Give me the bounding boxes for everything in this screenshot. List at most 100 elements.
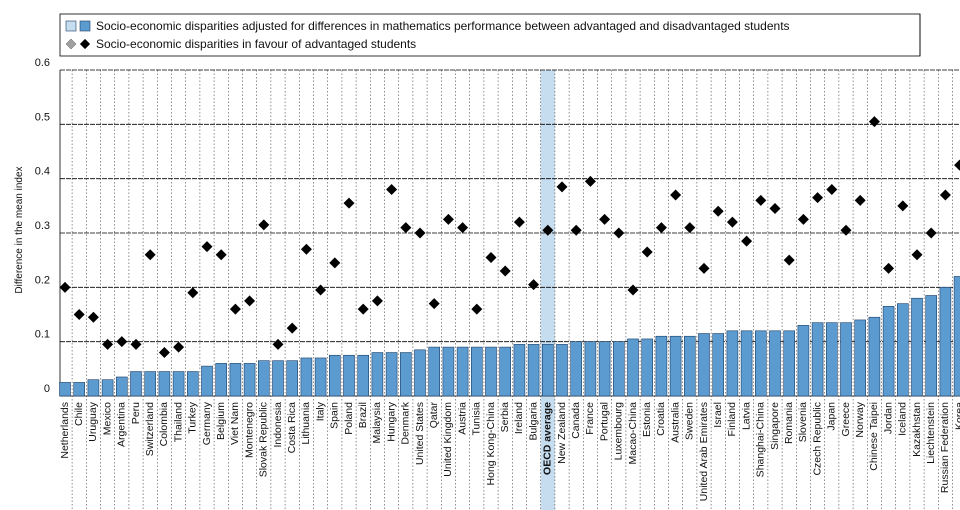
- bar: [144, 371, 156, 397]
- bar: [925, 295, 938, 397]
- diamond-marker: [528, 279, 540, 291]
- bar: [825, 322, 838, 397]
- x-tick-label: Chile: [73, 402, 85, 426]
- x-tick-label: Colombia: [158, 402, 170, 447]
- x-tick-label: Bulgaria: [527, 402, 539, 441]
- bar: [399, 352, 412, 397]
- bar: [201, 365, 213, 397]
- bar: [456, 346, 469, 397]
- x-tick-label: Greece: [840, 402, 852, 437]
- x-tick-label: Czech Republic: [811, 402, 823, 476]
- diamond-marker: [797, 213, 809, 225]
- bar: [428, 346, 441, 397]
- diamond-marker: [741, 235, 753, 247]
- x-tick-label: Costa Rica: [286, 402, 298, 454]
- diamond-marker: [87, 311, 99, 323]
- diamond-marker: [400, 222, 412, 234]
- x-tick-label: Lithuania: [300, 402, 312, 445]
- bar: [87, 379, 100, 397]
- x-tick-label: Iceland: [897, 402, 909, 436]
- x-tick-label: Estonia: [641, 402, 653, 437]
- bar: [598, 341, 611, 397]
- diamond-marker: [599, 213, 611, 225]
- bar: [229, 363, 242, 397]
- x-tick-label: OECD average: [542, 402, 554, 475]
- x-tick-label: Hungary: [385, 401, 397, 441]
- bar: [570, 341, 583, 397]
- diamond-marker: [286, 322, 298, 334]
- bar: [257, 360, 270, 397]
- diamond-marker: [726, 216, 738, 228]
- diamond-marker: [854, 194, 866, 206]
- bar: [612, 341, 625, 397]
- bar: [215, 363, 227, 397]
- diamond-marker: [300, 243, 312, 255]
- x-tick-label: Germany: [201, 401, 213, 445]
- bar: [556, 344, 568, 397]
- x-tick-label: Turkey: [187, 401, 199, 433]
- diamond-marker: [712, 205, 724, 217]
- bar: [314, 357, 327, 397]
- diamond-marker: [158, 347, 170, 359]
- legend-swatch: [65, 20, 77, 32]
- x-tick-label: Serbia: [499, 402, 511, 433]
- x-tick-label: United Arab Emirates: [698, 402, 710, 501]
- diamond-marker: [386, 184, 398, 196]
- bar: [286, 360, 299, 397]
- bar: [187, 371, 199, 397]
- x-tick-label: Austria: [456, 402, 468, 435]
- y-tick-label: 0.2: [35, 274, 50, 286]
- bar: [513, 344, 526, 397]
- x-tick-label: United Kingdom: [442, 402, 454, 477]
- x-tick-label: Slovenia: [797, 402, 809, 442]
- bar: [854, 319, 867, 397]
- x-tick-label: Macao-China: [627, 402, 639, 465]
- bar: [272, 360, 284, 397]
- diamond-marker: [627, 284, 639, 296]
- x-tick-label: Qatar: [428, 402, 440, 429]
- x-tick-label: France: [584, 402, 596, 435]
- bar: [101, 379, 114, 397]
- x-tick-label: Denmark: [400, 401, 412, 444]
- x-tick-label: Croatia: [655, 402, 667, 436]
- diamond-marker: [343, 197, 355, 209]
- x-tick-label: Netherlands: [59, 402, 71, 459]
- diamond-marker: [883, 262, 895, 274]
- diamond-marker: [59, 281, 71, 293]
- x-tick-label: Norway: [854, 401, 866, 437]
- diamond-marker: [457, 222, 469, 234]
- diamond-marker: [954, 159, 960, 171]
- x-tick-label: Chinese Taipei: [868, 402, 880, 471]
- diamond-marker: [201, 241, 213, 253]
- x-tick-label: Luxembourg: [613, 402, 625, 461]
- bar: [130, 371, 142, 397]
- x-tick-label: Belgium: [215, 402, 227, 440]
- diamond-marker: [925, 227, 937, 239]
- x-tick-label: Tunisia: [471, 402, 483, 436]
- x-tick-label: Japan: [826, 402, 838, 431]
- diamond-marker: [840, 224, 852, 236]
- bar: [840, 322, 852, 397]
- y-tick-label: 0.5: [35, 111, 50, 123]
- y-tick-label: 0: [44, 383, 50, 395]
- bar: [328, 354, 341, 397]
- y-axis-label: Difference in the mean index: [14, 166, 25, 293]
- bar: [896, 303, 909, 397]
- diamond-marker: [499, 265, 511, 277]
- bar: [243, 363, 256, 397]
- bar: [541, 344, 554, 397]
- bar: [172, 371, 185, 397]
- x-tick-label: Singapore: [769, 402, 781, 450]
- y-tick-label: 0.6: [35, 57, 50, 69]
- bar: [485, 346, 497, 397]
- x-tick-label: Portugal: [598, 402, 610, 441]
- diamond-marker: [229, 303, 241, 315]
- x-tick-label: Canada: [570, 402, 582, 439]
- x-tick-label: Thailand: [172, 402, 184, 442]
- x-tick-label: Kazakhstan: [911, 402, 923, 457]
- x-tick-label: New Zealand: [556, 402, 568, 464]
- diamond-marker: [315, 284, 327, 296]
- diamond-marker: [513, 216, 525, 228]
